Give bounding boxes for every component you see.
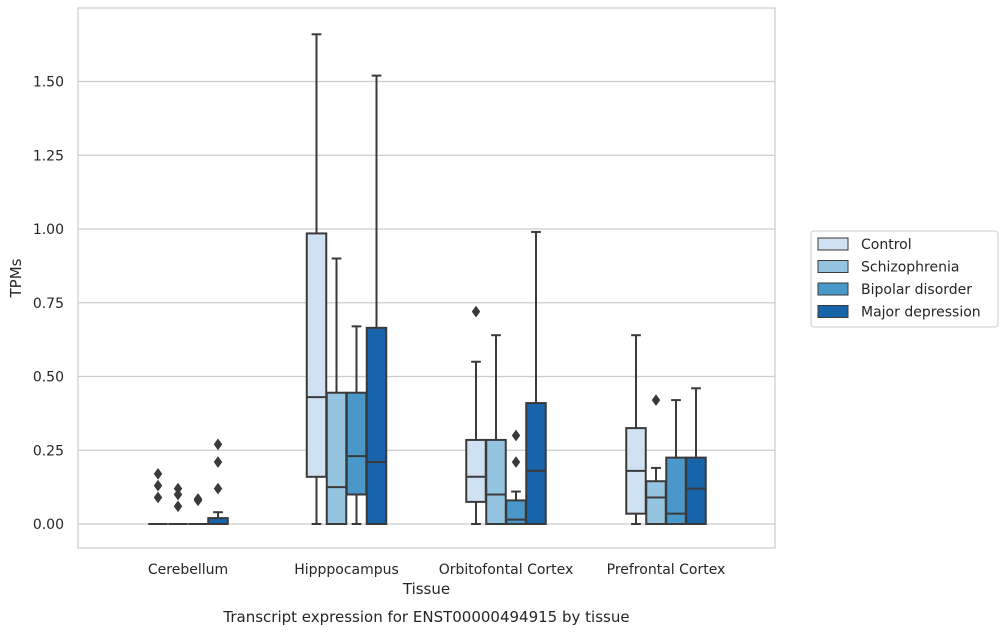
box-cerebellum-control [148, 467, 168, 525]
box-body [365, 326, 388, 526]
plot-frame [77, 7, 776, 549]
x-tick-label: Hipppocampus [294, 562, 399, 578]
y-tick-label: 0.25 [33, 443, 64, 459]
outlier-point [213, 438, 223, 451]
y-tick-label: 0.75 [33, 296, 64, 312]
box-hipppocampus-bipolar-disorder [345, 325, 368, 525]
outlier-point [213, 482, 223, 495]
legend-label: Schizophrenia [861, 260, 959, 276]
outlier-point [153, 467, 163, 480]
box-orbitofontal-cortex-schizophrenia [485, 334, 507, 525]
box-orbitofontal-cortex-bipolar-disorder [505, 429, 527, 525]
box-body [685, 456, 707, 525]
x-tick-labels: Cerebellum Hipppocampus Orbitofontal Corte… [148, 562, 725, 578]
legend-swatch [817, 282, 849, 296]
box-body [465, 438, 487, 503]
outlier-point [173, 500, 183, 513]
x-axis-title: Tissue [402, 580, 450, 598]
box-body [325, 391, 348, 525]
box-body [645, 480, 667, 526]
box-hipppocampus-major-depression [365, 74, 388, 526]
y-tick-label: 1.00 [33, 222, 64, 238]
box-orbitofontal-cortex-major-depression [525, 230, 547, 525]
legend-label: Bipolar disorder [861, 282, 972, 298]
legend-frame [810, 230, 999, 328]
legend-swatch [817, 305, 849, 318]
outlier-point [213, 456, 223, 468]
x-tick-label: Orbitofontal Cortex [439, 562, 574, 578]
box-cerebellum-schizophrenia [168, 482, 188, 525]
y-tick-label: 1.25 [33, 148, 64, 164]
y-axis-title: TPMs [7, 258, 25, 298]
legend: Control Schizophrenia Bipolar disorder Majo… [810, 230, 999, 328]
y-tick-labels: 0.00 0.25 0.50 0.75 1.00 1.25 1.50 [33, 75, 64, 534]
outlier-point [511, 429, 521, 442]
legend-swatch [817, 260, 849, 273]
plot-background [78, 8, 775, 548]
y-tick-label: 1.50 [33, 75, 64, 91]
outlier-point [193, 492, 203, 505]
outlier-point [173, 482, 183, 495]
outlier-point [153, 479, 163, 492]
x-tick-label: Cerebellum [148, 562, 228, 578]
box-hipppocampus-control [305, 33, 328, 525]
box-prefrontal-cortex-control [625, 334, 647, 525]
box-body [485, 438, 507, 525]
x-tick-label: Prefrontal Cortex [607, 562, 726, 578]
legend-label: Major depression [861, 305, 981, 321]
box-body [305, 232, 328, 478]
box-hipppocampus-schizophrenia [325, 257, 348, 525]
outlier-point [511, 456, 521, 468]
outlier-point [153, 491, 163, 504]
legend-swatch [817, 237, 849, 251]
box-body [345, 391, 368, 496]
y-tick-label: 0.50 [33, 370, 64, 386]
box-cerebellum-major-depression [207, 438, 229, 525]
box-body [525, 402, 547, 525]
outlier-point [651, 394, 661, 407]
legend-label: Control [861, 237, 912, 253]
box-series [148, 33, 707, 526]
outlier-point [471, 305, 481, 318]
box-prefrontal-cortex-major-depression [685, 387, 707, 525]
box-cerebellum-bipolar-disorder [188, 492, 208, 525]
y-tick-label: 0.00 [33, 517, 64, 533]
chart-caption: Transcript expression for ENST0000049491… [222, 608, 629, 626]
